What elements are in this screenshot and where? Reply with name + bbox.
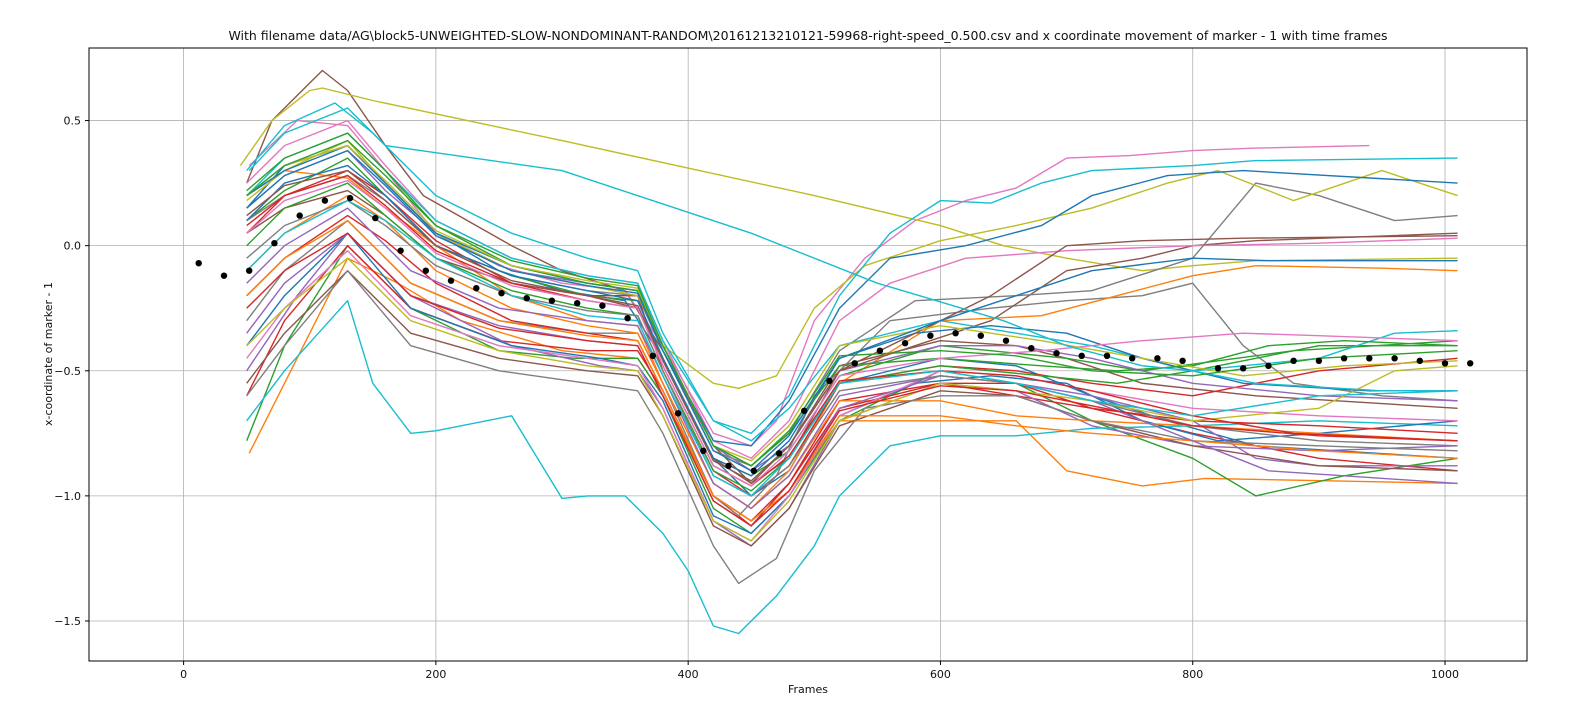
mean-point — [1441, 360, 1449, 367]
mean-point — [1265, 362, 1272, 369]
series-line-37 — [246, 179, 1458, 487]
series-line-44 — [246, 232, 1458, 527]
mean-point — [725, 462, 732, 469]
mean-point — [851, 360, 858, 367]
series-line-7 — [248, 119, 1370, 447]
y-tick-label: 0.0 — [64, 240, 82, 253]
mean-point — [1391, 355, 1398, 362]
mean-point — [372, 214, 379, 222]
mean-point — [1028, 345, 1035, 352]
x-tick-label: 200 — [425, 668, 446, 681]
y-tick-label: −1.0 — [54, 490, 81, 503]
mean-point — [674, 410, 682, 417]
x-axis-label: Frames — [788, 683, 828, 696]
mean-point — [700, 447, 707, 454]
grid — [89, 48, 1527, 661]
mean-point — [1340, 355, 1348, 362]
mean-point — [246, 267, 253, 274]
mean-point — [801, 407, 808, 414]
mean-point — [1002, 337, 1010, 344]
mean-point — [1214, 365, 1222, 372]
chart-title: With filename data/AG\block5-UNWEIGHTED-… — [228, 28, 1387, 43]
mean-point — [422, 267, 429, 274]
mean-point — [1240, 365, 1247, 372]
series-line-27 — [246, 249, 1458, 542]
mean-point — [548, 297, 556, 304]
mean-point — [473, 285, 480, 292]
y-tick-label: −0.5 — [54, 365, 81, 378]
y-tick-label: −1.5 — [54, 615, 81, 628]
mean-point — [574, 300, 581, 307]
x-tick-label: 0 — [180, 668, 187, 681]
mean-point — [296, 212, 303, 219]
mean-point — [498, 290, 505, 297]
mean-point — [901, 340, 909, 347]
series-line-41 — [246, 149, 1458, 472]
series-line-36 — [246, 169, 1458, 482]
series-line-10 — [246, 300, 1458, 635]
mean-point — [977, 332, 984, 339]
mean-point — [876, 347, 884, 354]
series-line-35 — [246, 207, 1458, 510]
mean-point — [447, 277, 455, 284]
mean-point — [523, 295, 530, 302]
mean-point — [1366, 355, 1373, 362]
series-line-40 — [246, 199, 1458, 497]
mean-point — [775, 450, 783, 457]
mean-point — [321, 197, 329, 204]
mean-point — [1154, 355, 1161, 362]
mean-point — [1103, 352, 1111, 359]
series-lines — [239, 69, 1458, 635]
mean-point — [271, 240, 278, 247]
mean-point — [1416, 357, 1424, 364]
axis-ticks: 0 200 400 600 800 1000 −1.5 −1.0 −0.5 0.0 0.5 — [54, 115, 1459, 681]
x-tick-label: 400 — [678, 668, 699, 681]
series-line-32 — [246, 219, 1458, 522]
mean-point — [750, 467, 757, 474]
mean-point — [1053, 350, 1060, 357]
mean-point — [1467, 360, 1474, 367]
series-line-12 — [246, 169, 1458, 510]
series-line-42 — [248, 107, 1458, 392]
series-line-20 — [246, 132, 1458, 434]
x-tick-label: 800 — [1182, 668, 1203, 681]
y-axis-label: x-coordinate of marker - 1 — [42, 282, 55, 426]
mean-point — [1179, 357, 1186, 364]
series-line-26 — [246, 270, 1458, 547]
mean-point — [346, 194, 354, 202]
mean-series — [195, 194, 1474, 474]
mean-point — [927, 332, 934, 339]
mean-point — [220, 272, 228, 279]
mean-point — [195, 260, 202, 267]
series-line-22 — [246, 194, 1458, 510]
mean-point — [952, 330, 959, 337]
mean-point — [649, 352, 656, 359]
mean-point — [826, 377, 833, 384]
series-line-29 — [246, 257, 1458, 542]
series-line-21 — [246, 144, 1458, 447]
mean-point — [1290, 357, 1297, 364]
series-line-38 — [246, 199, 1458, 497]
plot-frame — [88, 47, 1528, 662]
x-tick-label: 1000 — [1431, 668, 1459, 681]
mean-point — [624, 315, 631, 322]
y-tick-label: 0.5 — [64, 115, 82, 128]
mean-point — [599, 302, 606, 309]
mean-point — [1129, 355, 1136, 362]
series-line-23 — [246, 182, 1458, 492]
series-line-9 — [239, 87, 1458, 272]
mean-point — [1078, 352, 1085, 359]
series-line-31 — [246, 164, 1458, 477]
x-tick-label: 600 — [930, 668, 951, 681]
series-line-43 — [246, 139, 1458, 467]
mean-point — [1315, 357, 1323, 364]
mean-point — [397, 247, 404, 254]
series-line-28 — [246, 270, 1458, 585]
